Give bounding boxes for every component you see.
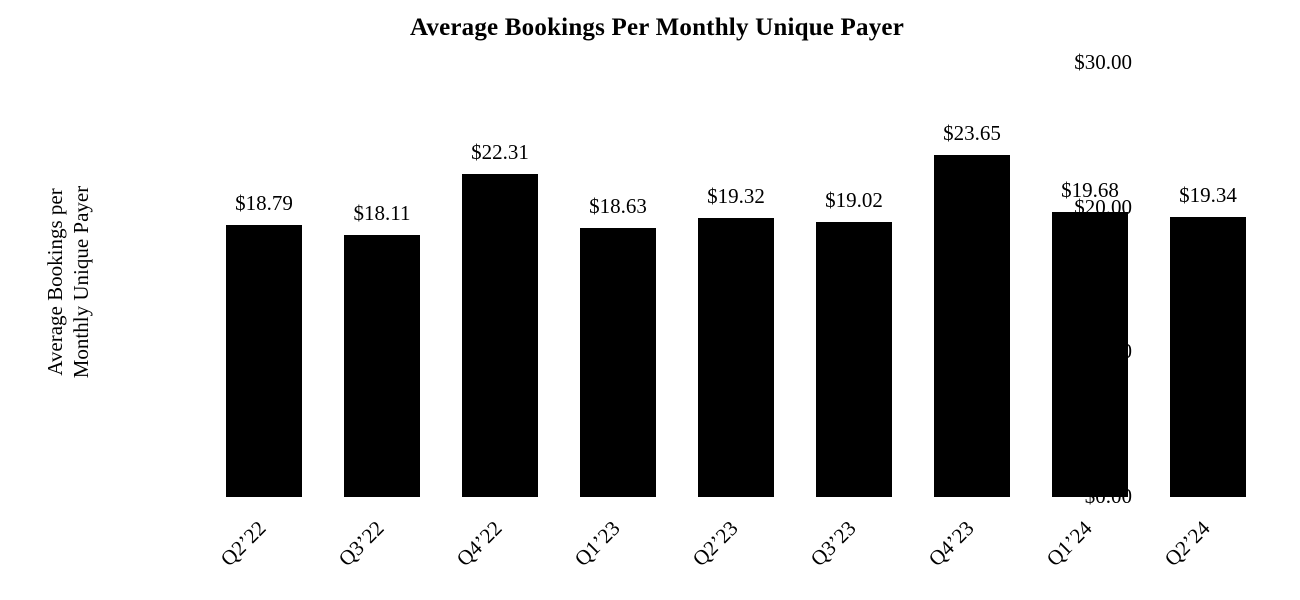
bar xyxy=(462,174,538,497)
bar-value-label: $22.31 xyxy=(471,140,529,165)
bar xyxy=(344,235,420,497)
bar xyxy=(226,225,302,497)
bar-value-label: $23.65 xyxy=(943,120,1001,145)
x-tick-label: Q4’22 xyxy=(452,516,507,571)
x-tick-label: Q2’23 xyxy=(688,516,743,571)
x-tick-label: Q3’22 xyxy=(334,516,389,571)
y-tick-label: $30.00 xyxy=(1074,50,1132,74)
bar xyxy=(816,221,892,497)
bar xyxy=(1052,212,1128,497)
bar-value-label: $18.63 xyxy=(589,193,647,218)
x-tick-label: Q2’24 xyxy=(1160,516,1215,571)
bar-value-label: $19.32 xyxy=(707,183,765,208)
x-tick-label: Q1’23 xyxy=(570,516,625,571)
x-tick-label: Q2’22 xyxy=(216,516,271,571)
bar xyxy=(1170,217,1246,497)
bar-value-label: $18.11 xyxy=(353,201,411,226)
bar-value-label: $18.79 xyxy=(235,191,293,216)
bar xyxy=(698,217,774,497)
bar xyxy=(580,227,656,497)
bar-value-label: $19.34 xyxy=(1179,183,1237,208)
x-tick-label: Q3’23 xyxy=(806,516,861,571)
x-tick-label: Q1’24 xyxy=(1042,516,1097,571)
bar-value-label: $19.68 xyxy=(1061,178,1119,203)
bar-value-label: $19.02 xyxy=(825,187,883,212)
x-tick-label: Q4’23 xyxy=(924,516,979,571)
bar xyxy=(934,154,1010,497)
chart-title: Average Bookings Per Monthly Unique Paye… xyxy=(409,14,905,41)
